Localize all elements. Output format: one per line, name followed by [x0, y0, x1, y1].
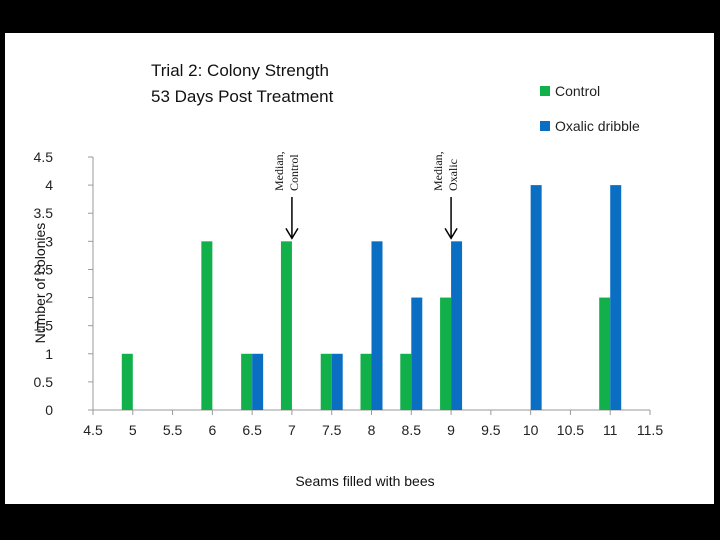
x-tick-label: 5.5 — [163, 422, 183, 438]
chart-title-line: 53 Days Post Treatment — [151, 87, 334, 106]
legend-label-control: Control — [555, 83, 600, 99]
oxalic-bar — [371, 241, 383, 410]
control-bar — [440, 297, 452, 410]
x-tick-label: 7.5 — [322, 422, 342, 438]
median-control-annotation: Median, Control — [272, 151, 301, 240]
median-arrow-head — [285, 227, 299, 240]
x-tick-label: 10 — [523, 422, 539, 438]
median-annotations: Median, Control Median, Oxalic — [272, 151, 460, 240]
bars — [121, 185, 622, 410]
x-tick-label: 11 — [603, 422, 618, 438]
y-tick-label: 0 — [45, 402, 53, 418]
y-tick-label: 1.5 — [34, 318, 54, 334]
y-tick-label: 4 — [45, 177, 53, 193]
legend-label-oxalic: Oxalic dribble — [555, 118, 640, 134]
oxalic-bar — [451, 241, 463, 410]
control-bar — [599, 297, 611, 410]
legend: Control Oxalic dribble — [540, 83, 640, 134]
legend-swatch-oxalic — [540, 121, 550, 131]
y-tick-label: 2 — [45, 290, 53, 306]
x-tick-labels: 4.5 5 5.5 6 6.5 7 7.5 8 8.5 9 9.5 10 10.5 11 11.5 — [83, 422, 663, 438]
x-tick-label: 8 — [368, 422, 376, 438]
control-bar — [280, 241, 292, 410]
median-label-line: Oxalic — [446, 159, 460, 191]
y-tick-label: 0.5 — [34, 374, 54, 390]
legend-swatch-control — [540, 86, 550, 96]
y-axis-title: Number of colonies — [32, 223, 48, 344]
y-tick-labels: 0 0.5 1 1.5 2 2.5 3 3.5 4 4.5 — [34, 149, 54, 418]
median-arrow-head — [444, 227, 458, 240]
oxalic-bar — [252, 353, 264, 410]
x-tick-label: 4.5 — [83, 422, 103, 438]
x-tick-label: 9 — [447, 422, 455, 438]
x-tick-label: 10.5 — [557, 422, 584, 438]
y-tick-label: 4.5 — [34, 149, 54, 165]
median-label-line: Median, — [272, 151, 286, 191]
chart-title-line: Trial 2: Colony Strength — [151, 61, 329, 80]
bar-chart: Trial 2: Colony Strength 53 Days Post Tre… — [32, 61, 663, 489]
oxalic-bar — [331, 353, 343, 410]
oxalic-bar — [610, 185, 622, 410]
control-bar — [201, 241, 213, 410]
chart-panel: Trial 2: Colony Strength 53 Days Post Tre… — [5, 33, 714, 504]
control-bar — [400, 353, 412, 410]
median-label-line: Control — [287, 154, 301, 191]
x-tick-label: 8.5 — [402, 422, 422, 438]
control-bar — [241, 353, 253, 410]
x-tick-label: 5 — [129, 422, 137, 438]
chart-title: Trial 2: Colony Strength 53 Days Post Tre… — [151, 61, 334, 106]
x-tick-label: 6.5 — [242, 422, 262, 438]
y-tick-label: 2.5 — [34, 261, 54, 277]
oxalic-bar — [411, 297, 423, 410]
y-tick-label: 3.5 — [34, 205, 54, 221]
x-tick-label: 6 — [208, 422, 216, 438]
axes — [88, 156, 651, 415]
y-tick-label: 1 — [45, 346, 53, 362]
control-bar — [121, 353, 133, 410]
y-tick-label: 3 — [45, 233, 53, 249]
control-bar — [320, 353, 332, 410]
x-tick-label: 7 — [288, 422, 296, 438]
x-tick-label: 11.5 — [637, 422, 663, 438]
x-axis-title: Seams filled with bees — [295, 473, 434, 489]
median-oxalic-annotation: Median, Oxalic — [431, 151, 460, 240]
oxalic-bar — [530, 185, 542, 410]
median-label-line: Median, — [431, 151, 445, 191]
x-tick-label: 9.5 — [481, 422, 501, 438]
control-bar — [360, 353, 372, 410]
